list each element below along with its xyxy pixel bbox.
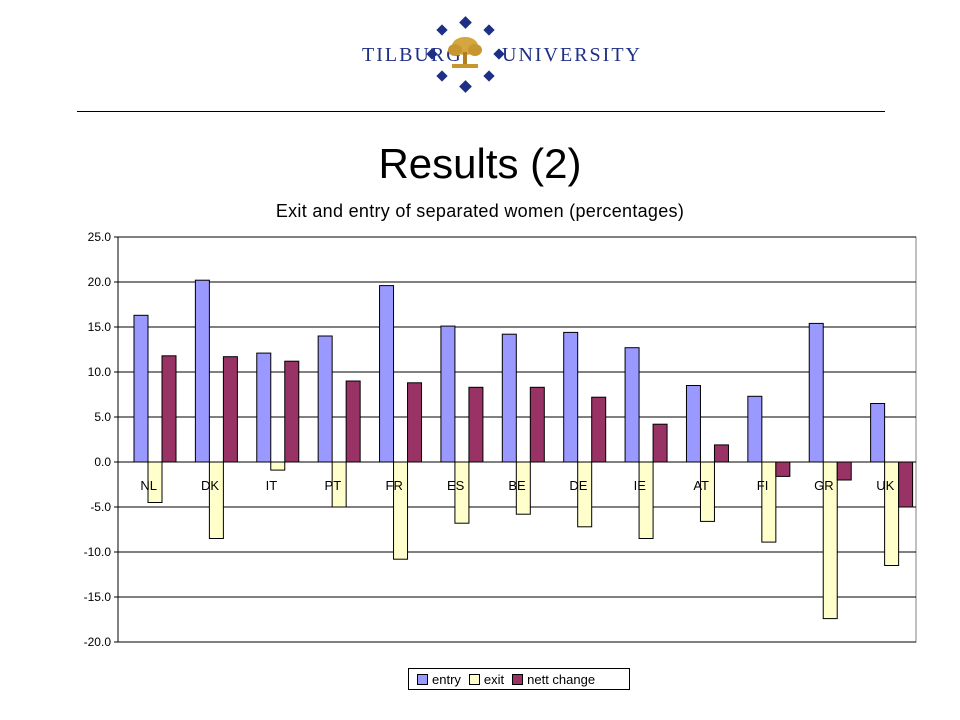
- bar-nett-change-es: [468, 386, 484, 463]
- logo-text-left: TILBURG: [362, 44, 463, 66]
- x-tick-label: BE: [508, 478, 526, 493]
- bar-exit-it: [270, 461, 286, 471]
- y-tick-label: 0.0: [94, 455, 111, 469]
- bar-entry-be: [501, 333, 517, 463]
- bar-entry-uk: [870, 403, 886, 463]
- bar-entry-it: [256, 352, 272, 463]
- bar-exit-fi: [761, 461, 777, 543]
- x-tick-label: IT: [266, 478, 278, 493]
- legend-swatch: [512, 673, 524, 685]
- bar-entry-pt: [317, 335, 333, 463]
- bar-nett-change-nl: [161, 355, 177, 463]
- y-tick-label: -20.0: [84, 635, 112, 649]
- bar-nett-change-fr: [407, 382, 423, 463]
- bar-nett-change-dk: [222, 356, 238, 463]
- header-divider: [77, 111, 885, 112]
- bar-nett-change-gr: [836, 461, 852, 481]
- bar-entry-fi: [747, 395, 763, 463]
- x-tick-label: ES: [447, 478, 465, 493]
- tilburg-tree-seal-icon: [426, 16, 505, 93]
- bar-exit-ie: [638, 461, 654, 539]
- x-tick-label: FR: [386, 478, 403, 493]
- bar-entry-at: [685, 385, 701, 463]
- logo-text-right: UNIVERSITY: [502, 44, 642, 66]
- university-logo: TILBURG UNIVERSITY: [0, 0, 960, 105]
- x-tick-label: IE: [634, 478, 647, 493]
- y-tick-label: 25.0: [88, 230, 112, 244]
- bar-nett-change-fi: [775, 461, 791, 477]
- y-tick-label: -10.0: [84, 545, 112, 559]
- bar-entry-nl: [133, 314, 149, 463]
- bar-exit-de: [577, 461, 593, 528]
- bar-entry-es: [440, 325, 456, 463]
- chart-title: Exit and entry of separated women (perce…: [275, 201, 685, 221]
- legend-label: entry: [432, 671, 461, 687]
- bar-exit-fr: [393, 461, 409, 560]
- chart-legend: entry exit nett change: [408, 668, 630, 690]
- y-tick-label: 10.0: [88, 365, 112, 379]
- x-tick-label: GR: [814, 478, 834, 493]
- bar-entry-dk: [194, 279, 210, 463]
- legend-item: entry: [417, 672, 461, 687]
- bar-nett-change-ie: [652, 423, 668, 463]
- x-tick-label: AT: [693, 478, 709, 493]
- bar-nett-change-pt: [345, 380, 361, 463]
- bar-nett-change-de: [591, 396, 607, 463]
- y-tick-label: 20.0: [88, 275, 112, 289]
- x-tick-label: DK: [201, 478, 219, 493]
- bar-entry-de: [563, 331, 579, 463]
- bar-exit-dk: [208, 461, 224, 539]
- y-tick-label: -15.0: [84, 590, 112, 604]
- bar-nett-change-be: [529, 386, 545, 463]
- y-tick-label: 5.0: [94, 410, 111, 424]
- bar-nett-change-it: [284, 360, 300, 463]
- legend-swatch: [468, 673, 480, 685]
- legend-label: nett change: [527, 671, 596, 687]
- legend-item: exit: [468, 671, 505, 687]
- bar-entry-gr: [808, 322, 824, 463]
- bar-nett-change-uk: [898, 461, 914, 508]
- legend-item: nett change: [512, 672, 595, 687]
- legend-swatch: [417, 673, 428, 685]
- x-tick-label: NL: [140, 478, 157, 493]
- x-tick-label: PT: [325, 478, 342, 493]
- y-tick-label: 15.0: [88, 320, 112, 334]
- bar-entry-ie: [624, 347, 640, 463]
- x-tick-label: FI: [757, 478, 769, 493]
- x-tick-label: DE: [569, 478, 587, 493]
- plot-area: [117, 236, 917, 643]
- bar-entry-fr: [379, 285, 395, 463]
- y-tick-label: -5.0: [90, 500, 111, 514]
- legend-label: exit: [483, 671, 505, 687]
- x-tick-label: UK: [876, 478, 894, 493]
- bar-nett-change-at: [713, 444, 729, 463]
- page-title: Results (2): [378, 140, 582, 187]
